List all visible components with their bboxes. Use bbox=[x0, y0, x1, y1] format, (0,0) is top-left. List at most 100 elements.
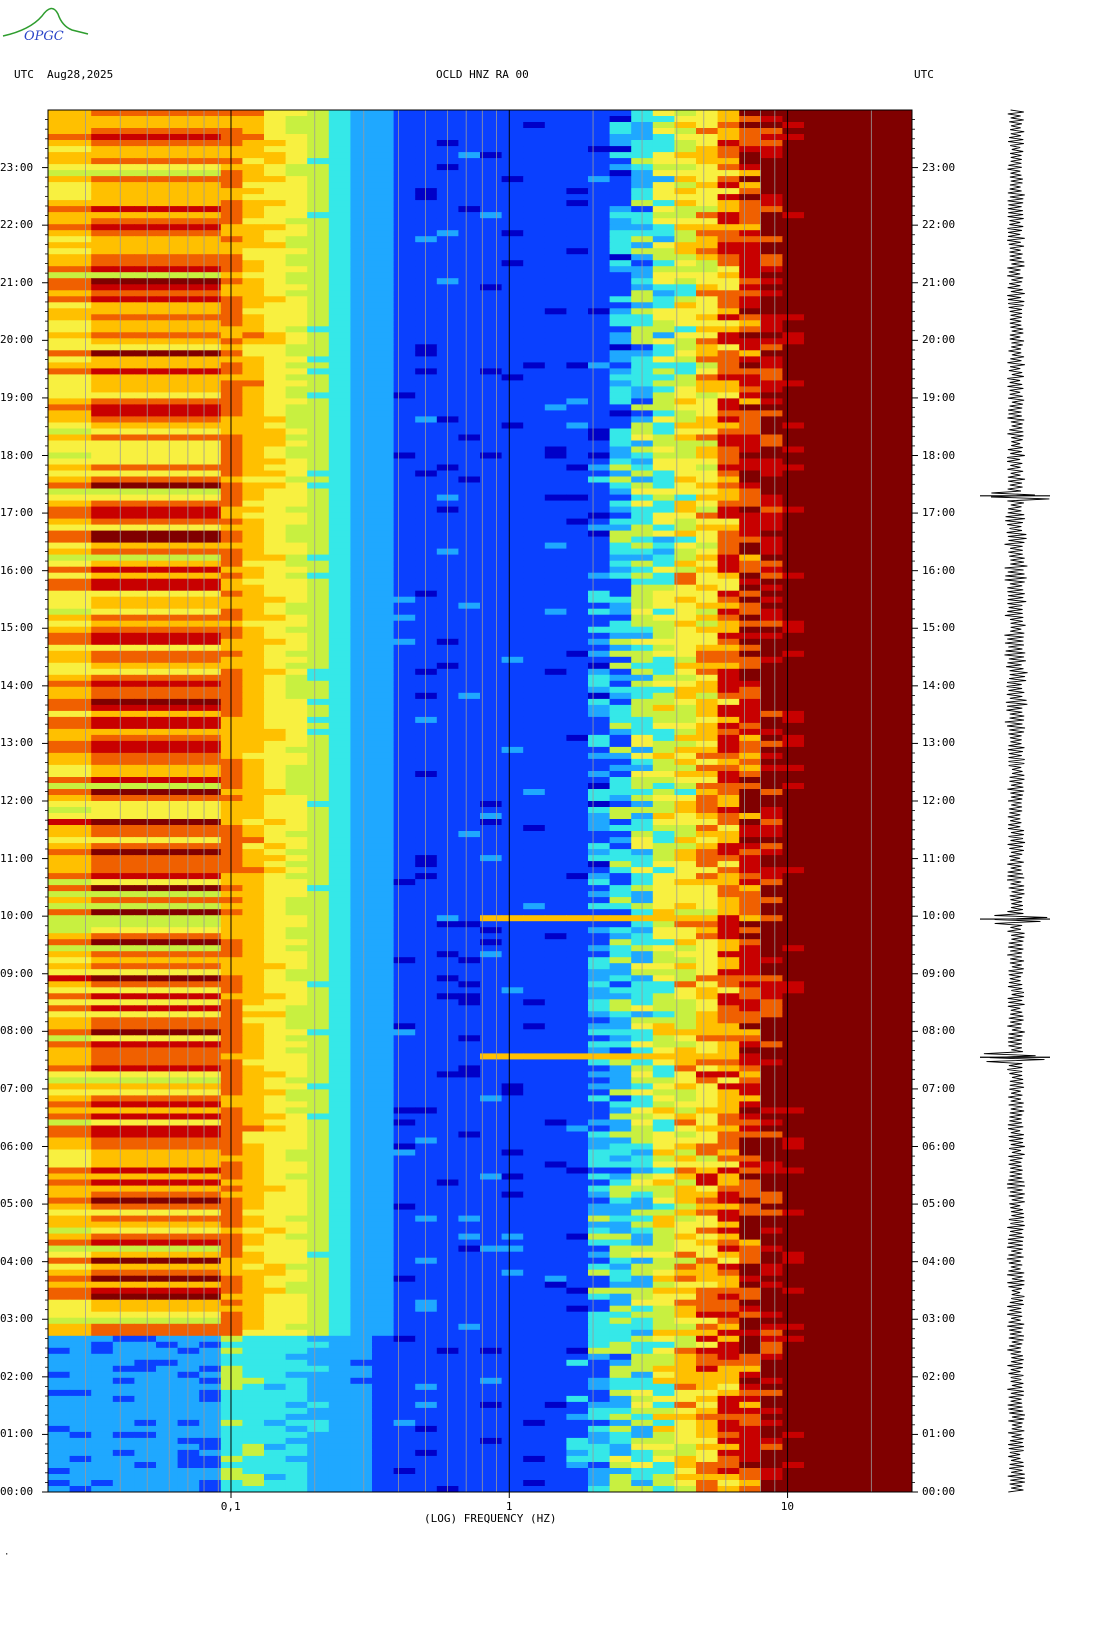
heatmap-cell bbox=[782, 284, 805, 291]
heatmap-cell bbox=[782, 314, 805, 321]
heatmap-cell bbox=[501, 825, 524, 832]
heatmap-cell bbox=[69, 344, 92, 351]
heatmap-cell bbox=[328, 734, 351, 742]
heatmap-cell bbox=[890, 488, 912, 496]
heatmap-cell bbox=[717, 194, 740, 201]
heatmap-cell bbox=[760, 422, 783, 430]
heatmap-cell bbox=[674, 284, 697, 291]
heatmap-cell bbox=[307, 140, 330, 147]
heatmap-cell bbox=[890, 212, 912, 219]
heatmap-cell bbox=[868, 278, 891, 285]
heatmap-cell bbox=[156, 278, 179, 285]
heatmap-cell bbox=[544, 296, 567, 303]
heatmap-cell bbox=[48, 434, 71, 442]
heatmap-cell bbox=[674, 224, 697, 231]
heatmap-cell bbox=[242, 458, 265, 466]
heatmap-cell bbox=[199, 416, 222, 423]
heatmap-cell bbox=[804, 320, 827, 327]
heatmap-cell bbox=[177, 764, 200, 772]
heatmap-cell bbox=[393, 740, 416, 748]
heatmap-cell bbox=[890, 404, 912, 411]
heatmap-cell bbox=[242, 795, 265, 802]
heatmap-cell bbox=[307, 122, 330, 129]
heatmap-cell bbox=[717, 290, 740, 297]
heatmap-cell bbox=[868, 326, 891, 333]
heatmap-cell bbox=[350, 290, 373, 297]
heatmap-cell bbox=[825, 224, 848, 231]
heatmap-cell bbox=[112, 734, 135, 742]
heatmap-cell bbox=[868, 314, 891, 321]
heatmap-cell bbox=[242, 134, 265, 141]
heatmap-cell bbox=[350, 254, 373, 261]
heatmap-cell bbox=[415, 332, 438, 339]
heatmap-cell bbox=[717, 440, 740, 448]
heatmap-cell bbox=[285, 488, 308, 496]
heatmap-cell bbox=[328, 801, 351, 808]
heatmap-cell bbox=[415, 434, 438, 442]
heatmap-cell bbox=[328, 170, 351, 177]
heatmap-cell bbox=[91, 566, 114, 574]
heatmap-cell bbox=[69, 734, 92, 742]
heatmap-cell bbox=[393, 837, 416, 844]
heatmap-cell bbox=[134, 500, 157, 508]
heatmap-cell bbox=[652, 843, 675, 850]
heatmap-cell bbox=[847, 338, 870, 345]
heatmap-cell bbox=[91, 350, 114, 357]
heatmap-cell bbox=[696, 662, 719, 670]
heatmap-cell bbox=[328, 164, 351, 171]
heatmap-cell bbox=[825, 254, 848, 261]
heatmap-cell bbox=[48, 807, 71, 814]
heatmap-cell bbox=[674, 320, 697, 327]
heatmap-cell bbox=[523, 777, 546, 784]
heatmap-cell bbox=[242, 578, 265, 586]
heatmap-cell bbox=[307, 578, 330, 586]
heatmap-cell bbox=[609, 620, 632, 628]
heatmap-cell bbox=[523, 470, 546, 478]
heatmap-cell bbox=[717, 801, 740, 808]
heatmap-cell bbox=[501, 512, 524, 520]
heatmap-cell bbox=[69, 284, 92, 291]
heatmap-cell bbox=[544, 158, 567, 165]
heatmap-cell bbox=[609, 410, 632, 417]
heatmap-cell bbox=[242, 849, 265, 856]
heatmap-cell bbox=[112, 290, 135, 297]
heatmap-cell bbox=[285, 176, 308, 183]
heatmap-cell bbox=[285, 482, 308, 490]
heatmap-cell bbox=[328, 416, 351, 423]
heatmap-cell bbox=[264, 278, 287, 285]
heatmap-cell bbox=[674, 771, 697, 778]
heatmap-cell bbox=[480, 578, 503, 586]
heatmap-cell bbox=[350, 374, 373, 381]
heatmap-cell bbox=[717, 338, 740, 345]
heatmap-cell bbox=[890, 746, 912, 754]
heatmap-cell bbox=[674, 728, 697, 736]
heatmap-cell bbox=[566, 386, 589, 393]
heatmap-cell bbox=[48, 572, 71, 580]
heatmap-cell bbox=[458, 254, 481, 261]
heatmap-cell bbox=[890, 698, 912, 706]
heatmap-cell bbox=[350, 398, 373, 405]
heatmap-cell bbox=[890, 650, 912, 658]
heatmap-cell bbox=[134, 272, 157, 279]
heatmap-cell bbox=[199, 602, 222, 610]
heatmap-cell bbox=[523, 807, 546, 814]
heatmap-cell bbox=[717, 506, 740, 514]
heatmap-cell bbox=[696, 314, 719, 321]
heatmap-cell bbox=[285, 819, 308, 826]
heatmap-cell bbox=[674, 530, 697, 538]
heatmap-cell bbox=[285, 698, 308, 706]
heatmap-cell bbox=[696, 608, 719, 616]
heatmap-cell bbox=[372, 398, 395, 405]
heatmap-cell bbox=[782, 662, 805, 670]
heatmap-cell bbox=[112, 338, 135, 345]
heatmap-cell bbox=[652, 716, 675, 724]
heatmap-cell bbox=[242, 290, 265, 297]
heatmap-cell bbox=[328, 368, 351, 375]
heatmap-cell bbox=[804, 152, 827, 159]
heatmap-cell bbox=[609, 746, 632, 754]
heatmap-cell bbox=[177, 110, 200, 117]
heatmap-cell bbox=[847, 566, 870, 574]
heatmap-cell bbox=[372, 752, 395, 760]
heatmap-cell bbox=[285, 254, 308, 261]
heatmap-cell bbox=[69, 236, 92, 243]
